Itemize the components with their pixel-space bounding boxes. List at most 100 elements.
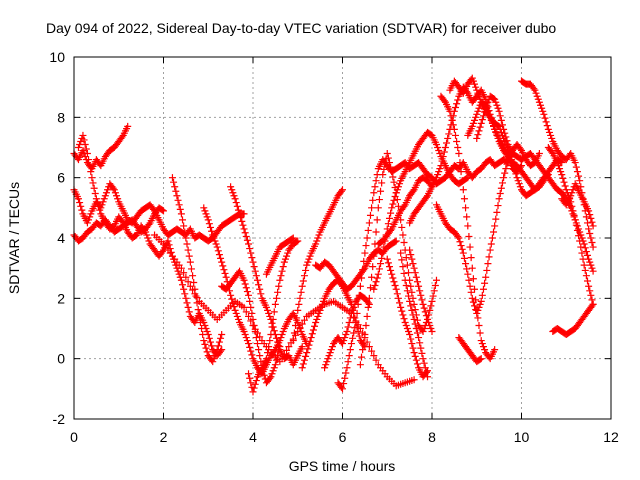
data-point-marker — [349, 306, 357, 314]
series-arc-4 — [70, 204, 167, 245]
data-point-marker — [296, 325, 304, 332]
data-point-marker — [387, 266, 395, 274]
data-point-marker — [493, 101, 501, 109]
data-point-marker — [474, 131, 482, 139]
data-point-marker — [384, 154, 392, 162]
data-point-marker — [252, 334, 260, 342]
data-point-marker — [479, 343, 487, 351]
data-point-marker — [488, 234, 496, 242]
data-point-marker — [315, 231, 323, 239]
data-point-marker — [400, 202, 408, 210]
data-point-marker — [307, 334, 315, 342]
data-point-marker — [99, 198, 107, 206]
data-point-marker — [472, 113, 480, 121]
data-point-marker — [398, 256, 406, 264]
data-point-marker — [535, 98, 543, 106]
data-point-marker — [85, 216, 93, 224]
data-point-marker — [86, 162, 94, 170]
data-point-marker — [475, 127, 483, 135]
data-point-marker — [233, 202, 241, 210]
data-point-marker — [288, 235, 296, 243]
data-point-marker — [299, 360, 307, 368]
data-point-marker — [256, 285, 264, 293]
data-point-marker — [407, 335, 415, 343]
data-point-marker — [447, 112, 455, 120]
data-point-marker — [378, 254, 386, 262]
data-point-marker — [514, 177, 522, 185]
data-point-marker — [343, 364, 351, 372]
data-point-marker — [184, 278, 192, 286]
data-point-marker — [589, 267, 597, 275]
data-point-marker — [485, 110, 493, 118]
data-point-marker — [402, 321, 410, 329]
data-point-marker — [74, 195, 82, 203]
data-point-marker — [498, 121, 506, 129]
data-point-marker — [79, 147, 87, 155]
data-point-marker — [582, 248, 590, 256]
data-point-marker — [250, 384, 258, 392]
data-point-marker — [539, 178, 547, 186]
data-point-marker — [580, 261, 588, 269]
data-point-marker — [236, 210, 244, 218]
data-point-marker — [245, 370, 253, 378]
data-point-marker — [185, 308, 193, 316]
data-point-marker — [201, 340, 209, 348]
data-point-marker — [532, 89, 540, 97]
data-point-marker — [360, 257, 368, 265]
data-point-marker — [476, 95, 484, 103]
data-point-marker — [408, 340, 416, 348]
data-point-marker — [201, 321, 209, 329]
data-point-marker — [206, 223, 214, 231]
data-point-marker — [491, 95, 499, 103]
data-point-marker — [413, 316, 421, 324]
data-point-marker — [476, 355, 484, 363]
data-point-marker — [430, 287, 438, 295]
data-point-marker — [97, 204, 105, 212]
data-point-marker — [231, 306, 239, 314]
data-point-marker — [476, 123, 484, 131]
data-point-marker — [401, 318, 409, 326]
data-point-marker — [439, 153, 447, 161]
data-point-marker — [298, 343, 306, 351]
data-point-marker — [322, 361, 330, 369]
data-point-marker — [227, 291, 235, 299]
data-point-marker — [381, 160, 389, 168]
data-point-marker — [411, 269, 419, 277]
data-point-marker — [588, 239, 596, 247]
series-arc-15 — [312, 237, 400, 293]
data-point-marker — [189, 272, 197, 280]
data-point-marker — [557, 168, 565, 176]
data-point-marker — [391, 238, 399, 246]
data-point-marker — [478, 116, 486, 124]
data-point-marker — [573, 226, 581, 234]
data-point-marker — [182, 294, 190, 302]
y-tick-label: 10 — [49, 49, 65, 65]
data-point-marker — [370, 352, 378, 360]
data-point-marker — [412, 273, 420, 281]
data-point-marker — [215, 251, 223, 259]
data-point-marker — [243, 288, 251, 296]
data-point-marker — [477, 297, 485, 305]
data-point-marker — [217, 347, 225, 355]
data-point-marker — [459, 249, 467, 257]
data-point-marker — [454, 96, 462, 104]
data-point-marker — [247, 347, 255, 355]
data-point-marker — [472, 296, 480, 304]
data-point-marker — [375, 265, 383, 273]
series-arc-33 — [558, 180, 597, 230]
data-point-marker — [374, 270, 382, 278]
data-point-marker — [587, 291, 595, 299]
data-point-marker — [234, 315, 242, 323]
data-point-marker — [90, 184, 98, 192]
data-point-marker — [315, 309, 323, 317]
data-point-marker — [388, 204, 396, 212]
data-point-marker — [484, 98, 492, 106]
data-point-marker — [409, 187, 417, 195]
data-point-marker — [260, 371, 268, 379]
data-point-marker — [490, 94, 498, 102]
data-point-marker — [448, 116, 456, 124]
data-point-marker — [492, 215, 500, 223]
data-point-marker — [568, 189, 576, 197]
data-point-marker — [233, 312, 241, 320]
data-point-marker — [496, 190, 504, 198]
